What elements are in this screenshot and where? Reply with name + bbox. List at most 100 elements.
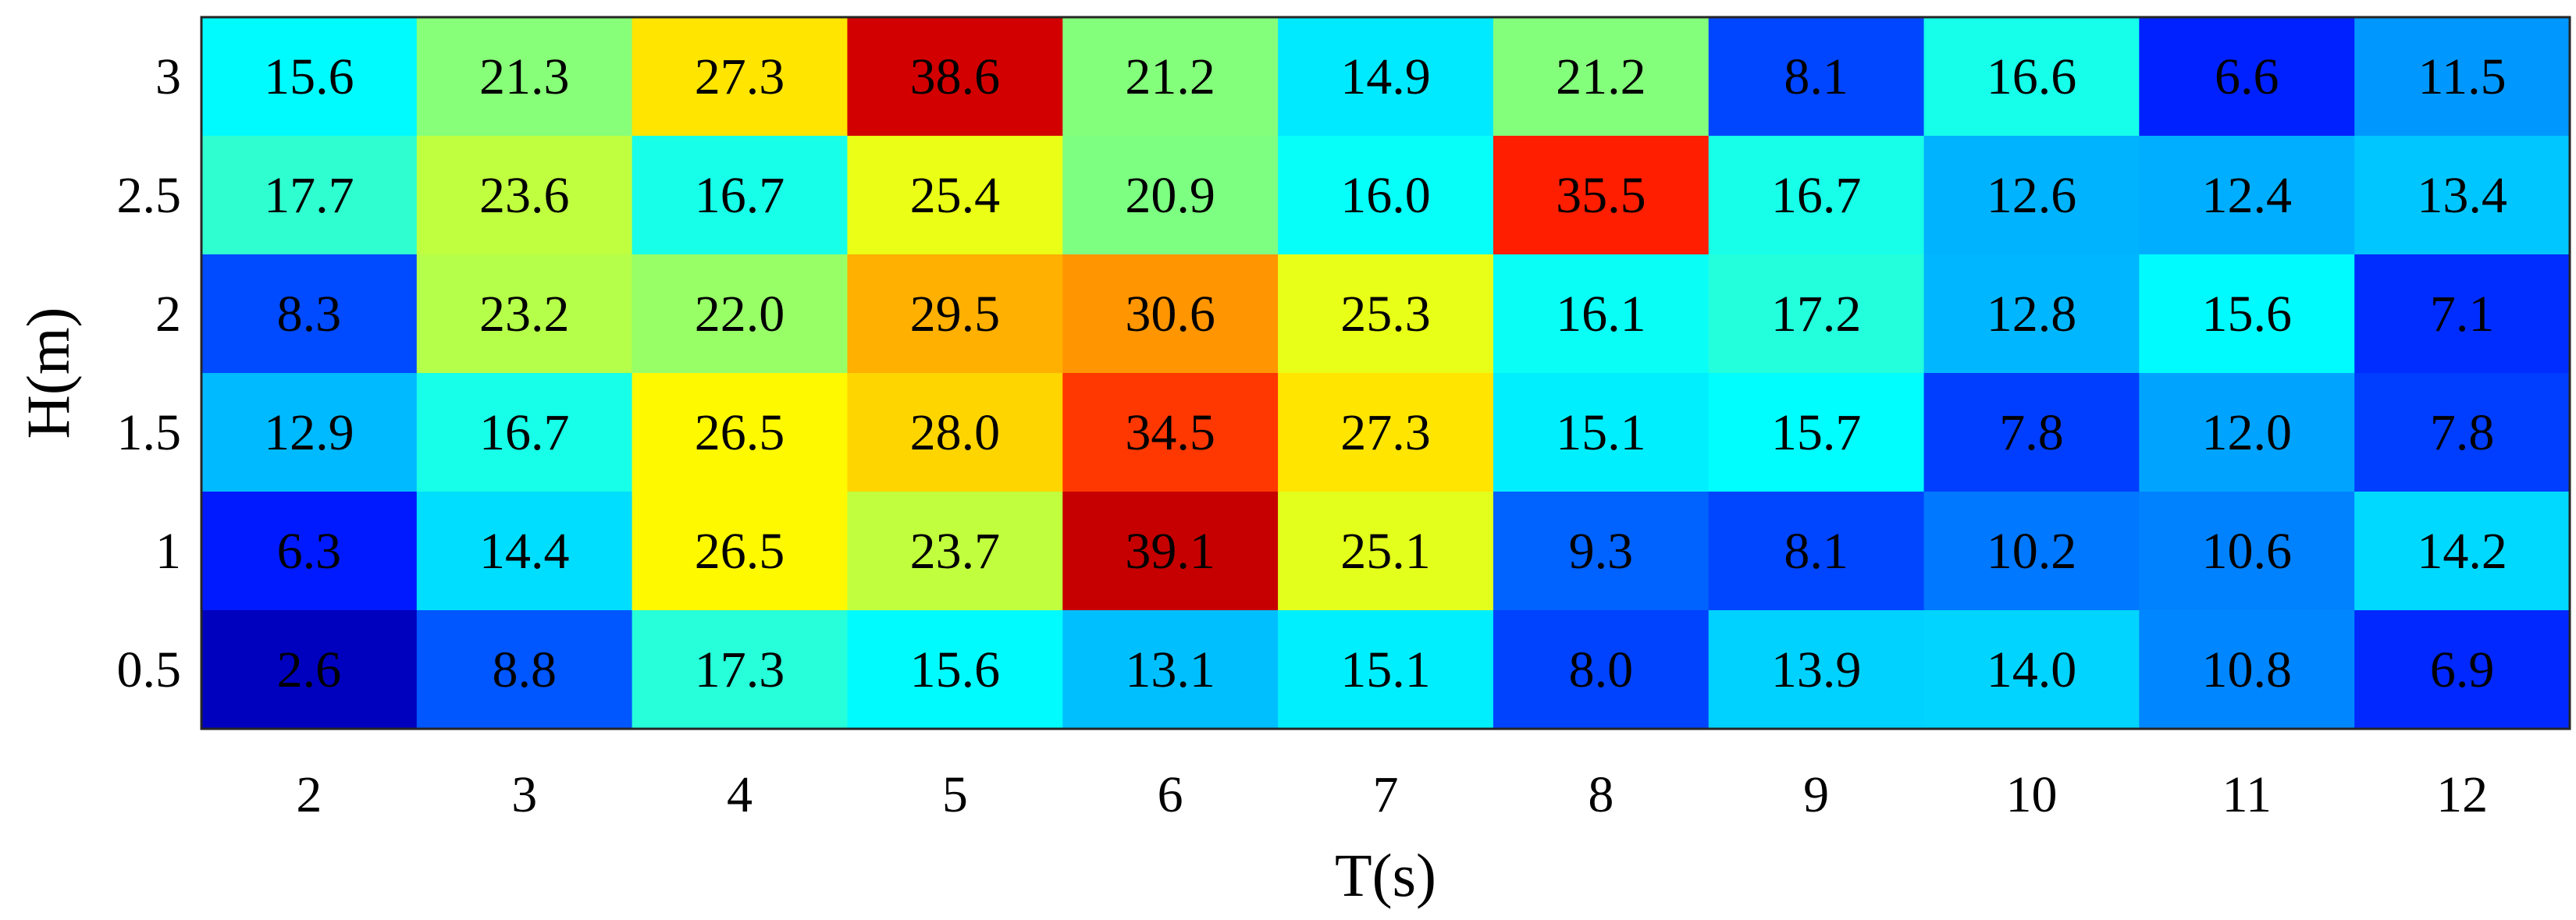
x-tick-label: 9 [1803,766,1829,823]
y-tick-label: 1.5 [117,404,182,461]
cell-value-label: 16.7 [479,404,570,461]
heatmap-cell [416,254,633,374]
cell-value-label: 26.5 [695,404,785,461]
cell-value-label: 13.9 [1771,641,1862,698]
heatmap-cell [1062,492,1279,611]
cell-value-label: 23.2 [479,286,570,343]
x-tick-labels: 2 3 4 5 6 7 8 9 10 11 12 [296,766,2488,823]
cell-value-label: 16.0 [1340,167,1431,224]
heatmap-cell [2354,492,2571,611]
heatmap-cell [1708,610,1925,730]
cell-value-label: 13.4 [2417,167,2507,224]
cell-value-label: 17.2 [1771,286,1862,343]
cell-value-label: 8.8 [492,641,557,698]
cell-value-label: 17.3 [695,641,785,698]
heatmap-cell [1493,254,1710,374]
y-tick-label: 2 [155,286,181,343]
heatmap-cell [1708,492,1925,611]
y-tick-label: 0.5 [117,641,182,698]
heatmap-cell [632,17,849,137]
heatmap-cell [1062,136,1279,255]
x-tick-label: 8 [1588,766,1614,823]
cell-value-label: 12.6 [1987,167,2077,224]
heatmap-cell [1708,254,1925,374]
cell-value-label: 15.1 [1340,641,1431,698]
heatmap-cell [1278,610,1494,730]
cell-value-label: 21.3 [479,48,570,105]
cell-value-label: 14.9 [1340,48,1431,105]
cell-value-label: 8.1 [1784,48,1848,105]
cell-value-label: 30.6 [1125,286,1215,343]
cell-value-label: 15.6 [264,48,354,105]
cell-value-label: 10.6 [2202,523,2293,580]
heatmap-cell [1923,373,2140,492]
y-tick-label: 1 [155,523,181,580]
cell-value-label: 8.0 [1569,641,1634,698]
heatmap-cell [201,17,418,137]
heatmap-cell [2139,492,2355,611]
cell-value-label: 12.0 [2202,404,2293,461]
heatmap-cell [1062,17,1279,137]
heatmap-cell [2139,17,2355,137]
heatmap-cell [1278,136,1494,255]
cell-value-label: 9.3 [1569,523,1634,580]
heatmap-cell [1923,254,2140,374]
heatmap-cell [2139,254,2355,374]
cell-value-label: 15.6 [910,641,1001,698]
heatmap-cell [416,610,633,730]
heatmap-cell [2139,373,2355,492]
cell-value-label: 13.1 [1125,641,1215,698]
heatmap-cell [1708,136,1925,255]
cell-value-label: 25.4 [910,167,1001,224]
heatmap-cell [1062,610,1279,730]
heatmap-cell [1923,610,2140,730]
cell-value-label: 16.6 [1987,48,2077,105]
heatmap-cell [2139,610,2355,730]
cell-value-label: 7.1 [2430,286,2495,343]
heatmap-cell [632,610,849,730]
heatmap-cell [416,373,633,492]
heatmap-cell [1708,17,1925,137]
heatmap-cell [847,492,1063,611]
heatmap-cell [1493,17,1710,137]
heatmap-cell [847,136,1063,255]
cell-value-label: 17.7 [264,167,354,224]
heatmap-cell [847,610,1063,730]
cell-value-label: 7.8 [2430,404,2495,461]
x-tick-label: 2 [296,766,322,823]
heatmap-cell [416,136,633,255]
cell-value-label: 14.0 [1987,641,2077,698]
x-tick-label: 7 [1373,766,1399,823]
heatmap-cell [847,373,1063,492]
cell-value-label: 35.5 [1556,167,1646,224]
heatmap-cell [1923,492,2140,611]
cell-value-label: 12.4 [2202,167,2293,224]
x-tick-label: 4 [727,766,753,823]
cell-value-label: 21.2 [1556,48,1646,105]
heatmap-cell [1493,136,1710,255]
heatmap-cell [201,136,418,255]
y-tick-label: 2.5 [117,167,182,224]
cell-value-label: 25.3 [1340,286,1431,343]
heatmap-cell [1493,373,1710,492]
cell-value-label: 6.9 [2430,641,2495,698]
cell-value-label: 20.9 [1125,167,1215,224]
y-tick-label: 3 [155,48,181,105]
cell-value-label: 10.2 [1987,523,2077,580]
cell-value-label: 14.4 [479,523,570,580]
heatmap-cells [201,17,2571,730]
cell-value-label: 34.5 [1125,404,1215,461]
heatmap-cell [1923,136,2140,255]
heatmap-cell [416,17,633,137]
y-axis-label: H(m) [14,307,82,439]
x-tick-label: 6 [1158,766,1183,823]
heatmap-cell [201,610,418,730]
cell-value-label: 16.7 [1771,167,1862,224]
cell-value-label: 28.0 [910,404,1001,461]
cell-value-label: 15.1 [1556,404,1646,461]
heatmap-cell [847,17,1063,137]
y-tick-labels: 3 2.5 2 1.5 1 0.5 [117,48,182,698]
heatmap-cell [2354,373,2571,492]
heatmap-cell [2139,136,2355,255]
cell-value-label: 23.7 [910,523,1001,580]
